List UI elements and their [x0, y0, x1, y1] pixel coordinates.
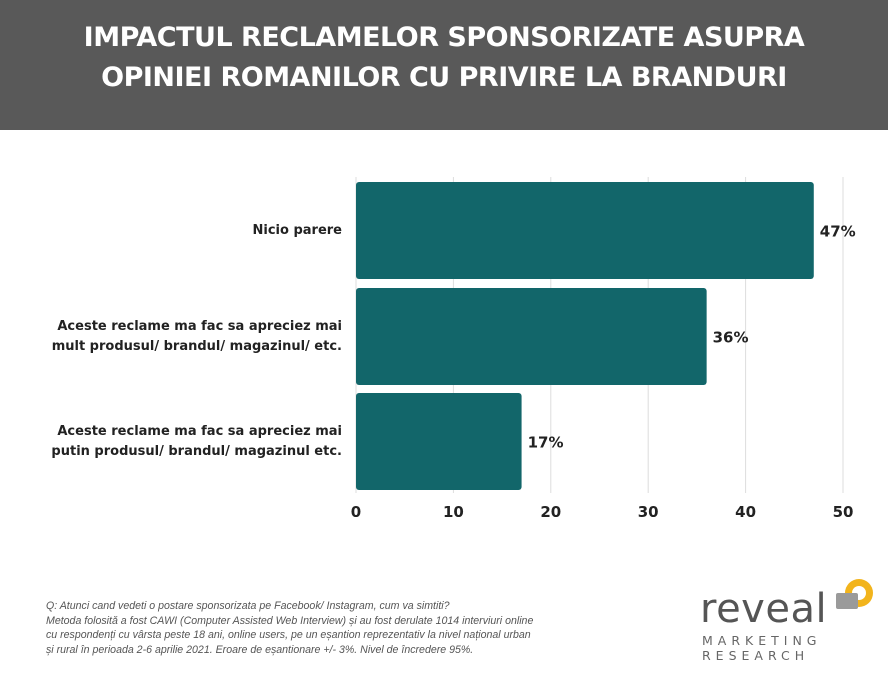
chart-title-line-2: OPINIEI ROMANILOR CU PRIVIRE LA BRANDURI — [101, 62, 787, 93]
footnote: Q: Atunci cand vedeti o postare sponsori… — [46, 599, 586, 657]
footnote-line: Metoda folosită a fost CAWI (Computer As… — [46, 614, 534, 627]
x-tick-label: 30 — [638, 503, 659, 521]
logo-wordmark: reveal — [700, 586, 828, 632]
x-tick-label: 50 — [833, 503, 854, 521]
logo-subtitle-research: RESEARCH — [702, 648, 810, 663]
x-tick-label: 0 — [351, 503, 361, 521]
chart-title-line-1: IMPACTUL RECLAMELOR SPONSORIZATE ASUPRA — [83, 22, 805, 53]
bar-data-label: 36% — [713, 329, 749, 347]
x-tick-label: 20 — [540, 503, 561, 521]
footnote-line: Q: Atunci cand vedeti o postare sponsori… — [46, 600, 450, 612]
bar-data-label: 17% — [528, 434, 564, 452]
logo-subtitle-marketing: MARKETING — [702, 633, 822, 648]
category-label: Aceste reclame ma fac sa apreciez mai mu… — [51, 318, 342, 354]
category-label: Nicio parere — [252, 222, 343, 238]
category-label: Aceste reclame ma fac sa apreciez mai pu… — [51, 423, 342, 459]
bar — [356, 182, 814, 279]
bar-data-label: 47% — [820, 223, 856, 241]
bar-chart: 0 10 20 30 40 50 47% 36% 17% — [351, 177, 856, 521]
bar — [356, 288, 707, 385]
logo-mark-icon — [836, 579, 873, 609]
footnote-line: și rural în perioada 2-6 aprilie 2021. E… — [46, 643, 474, 656]
footnote-line: cu respondenți cu vârsta peste 18 ani, o… — [46, 629, 531, 641]
x-tick-label: 10 — [443, 503, 464, 521]
bar — [356, 393, 522, 490]
header-banner: IMPACTUL RECLAMELOR SPONSORIZATE ASUPRA … — [0, 0, 888, 130]
x-tick-label: 40 — [735, 503, 756, 521]
